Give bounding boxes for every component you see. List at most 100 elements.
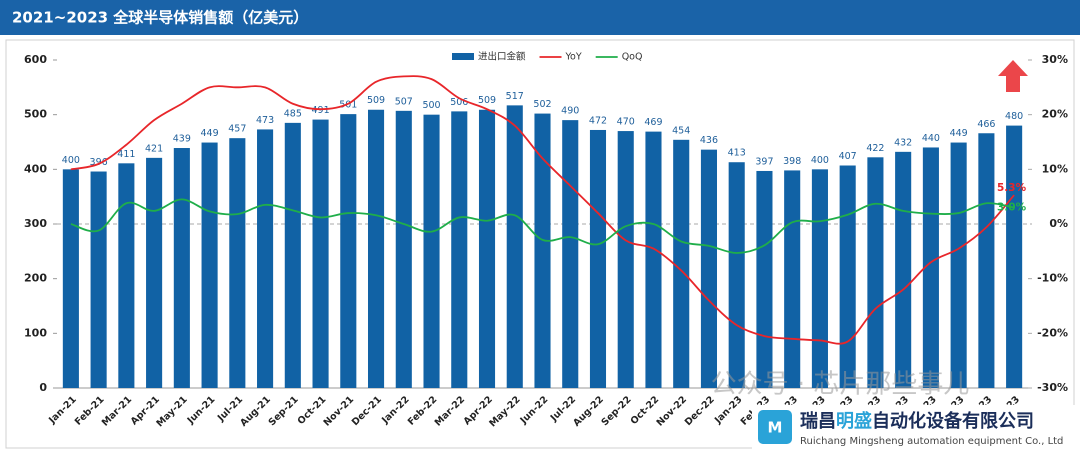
value-label: 407 <box>839 151 857 162</box>
logo-icon <box>758 410 792 444</box>
value-label: 517 <box>506 91 524 102</box>
value-label: 485 <box>284 108 302 119</box>
line <box>70 75 1015 345</box>
value-label: 509 <box>367 95 385 106</box>
bar <box>367 109 385 388</box>
y2-tick-label: 10% <box>1042 162 1068 175</box>
value-label: 502 <box>533 99 551 110</box>
value-label: 449 <box>950 128 968 139</box>
bar <box>756 170 773 388</box>
value-label: 449 <box>201 128 219 139</box>
value-label: 490 <box>561 106 579 117</box>
value-label: 397 <box>755 156 773 167</box>
bar <box>839 165 856 388</box>
bar <box>534 113 551 388</box>
bar <box>284 122 301 388</box>
value-label: 421 <box>145 143 163 154</box>
bar <box>728 162 745 388</box>
bar <box>90 171 107 388</box>
watermark: 公众号 · 芯片那些事儿 <box>711 370 970 400</box>
y-tick-label: 200 <box>24 272 47 285</box>
logo-icon-mark: M <box>768 419 783 437</box>
end-label: 5.3% <box>997 182 1027 194</box>
value-label: 509 <box>478 95 496 106</box>
y-tick-label: 500 <box>24 108 47 121</box>
value-label: 472 <box>589 115 607 126</box>
bar <box>395 110 412 388</box>
y2-tick-label: 0% <box>1049 217 1068 230</box>
value-label: 507 <box>395 96 413 107</box>
value-label: 480 <box>1005 111 1023 122</box>
y2-tick-label: 30% <box>1042 53 1068 66</box>
value-label: 500 <box>422 100 440 111</box>
y2-tick-label: -10% <box>1037 272 1068 285</box>
legend-swatch <box>452 53 474 60</box>
value-label: 411 <box>117 149 135 160</box>
value-label: 469 <box>644 117 662 128</box>
value-label: 501 <box>339 100 357 111</box>
bar <box>700 149 718 388</box>
y2-tick-label: -20% <box>1037 326 1068 339</box>
bar <box>423 114 440 389</box>
value-label: 396 <box>90 157 108 168</box>
logo-name: 瑞昌明盛自动化设备有限公司 <box>800 410 1034 432</box>
value-label: 457 <box>228 124 246 135</box>
value-label: 439 <box>173 134 191 145</box>
bar <box>312 119 329 388</box>
logo-subtitle: Ruichang Mingsheng automation equipment … <box>800 436 1063 447</box>
bar <box>950 142 967 388</box>
bar <box>673 139 690 388</box>
legend-label: QoQ <box>622 52 643 63</box>
value-label: 506 <box>450 97 468 108</box>
bar <box>257 129 274 388</box>
logo-box <box>752 405 1080 451</box>
bar <box>229 138 246 388</box>
value-label: 432 <box>894 137 912 148</box>
logo-name-part: 明盛 <box>836 410 872 432</box>
bar <box>146 157 163 388</box>
bar <box>340 114 357 389</box>
bar <box>201 142 218 388</box>
y-tick-label: 400 <box>24 162 47 175</box>
legend-label: YoY <box>565 52 582 63</box>
value-label: 398 <box>783 156 801 167</box>
value-label: 436 <box>700 135 718 146</box>
bar <box>562 120 579 388</box>
bar <box>1006 125 1023 388</box>
value-label: 470 <box>617 117 635 128</box>
bar <box>811 169 828 388</box>
y-tick-label: 600 <box>24 53 47 66</box>
y2-tick-label: 20% <box>1042 108 1068 121</box>
bar <box>895 151 912 388</box>
value-label: 422 <box>866 143 884 154</box>
up-arrow <box>998 60 1028 92</box>
bar <box>173 148 190 388</box>
bar <box>506 105 523 388</box>
bar <box>451 111 468 389</box>
end-label: 3.0% <box>997 202 1027 214</box>
value-label: 473 <box>256 115 274 126</box>
value-label: 400 <box>811 155 829 166</box>
bar <box>617 131 634 389</box>
header-bar <box>0 0 1080 35</box>
value-label: 440 <box>922 133 940 144</box>
logo-name-part: 自动化设备有限公司 <box>872 410 1034 432</box>
chart-title: 2021~2023 全球半导体销售额（亿美元） <box>12 9 308 27</box>
line <box>70 198 1015 254</box>
bar <box>589 129 607 388</box>
y-tick-label: 100 <box>24 326 47 339</box>
bar <box>922 147 939 388</box>
bar <box>62 169 79 388</box>
bar <box>478 109 496 388</box>
bar <box>645 131 662 388</box>
legend-label: 进出口金额 <box>478 51 526 63</box>
y2-tick-label: -30% <box>1037 381 1068 394</box>
bar <box>784 170 801 388</box>
value-label: 413 <box>728 148 746 159</box>
value-label: 454 <box>672 125 690 136</box>
value-label: 400 <box>62 155 80 166</box>
y-tick-label: 300 <box>24 217 47 230</box>
bar <box>867 157 884 388</box>
chart-frame <box>5 39 1075 449</box>
